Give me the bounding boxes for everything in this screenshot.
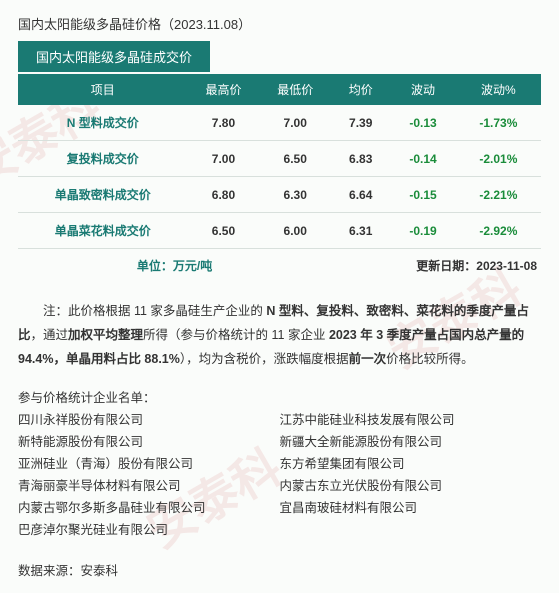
- cell-avg: 7.39: [331, 105, 390, 141]
- cell-pct: -2.92%: [456, 213, 541, 249]
- company-item: 四川永祥股份有限公司: [18, 410, 280, 432]
- cell-high: 6.80: [188, 177, 260, 213]
- note-text: ，通过: [31, 328, 69, 342]
- cell-low: 6.50: [259, 141, 331, 177]
- company-item: 新疆大全新能源股份有限公司: [280, 432, 542, 454]
- cell-pct: -1.73%: [456, 105, 541, 141]
- cell-delta: -0.13: [390, 105, 455, 141]
- col-delta: 波动: [390, 74, 455, 105]
- table-row: 单晶致密料成交价6.806.306.64-0.15-2.21%: [18, 177, 541, 213]
- cell-low: 6.30: [259, 177, 331, 213]
- cell-pct: -2.01%: [456, 141, 541, 177]
- table-row: N 型料成交价7.807.007.39-0.13-1.73%: [18, 105, 541, 141]
- section-subtitle: 国内太阳能级多晶硅成交价: [18, 41, 210, 72]
- cell-delta: -0.19: [390, 213, 455, 249]
- cell-delta: -0.15: [390, 177, 455, 213]
- company-item: 宜昌南玻硅材料有限公司: [280, 498, 542, 520]
- company-list-label: 参与价格统计企业名单：: [18, 387, 541, 406]
- company-item: 东方希望集团有限公司: [280, 454, 542, 476]
- cell-pct: -2.21%: [456, 177, 541, 213]
- col-item: 项目: [18, 74, 188, 105]
- update-label: 更新日期：: [416, 259, 476, 273]
- cell-high: 6.50: [188, 213, 260, 249]
- cell-low: 6.00: [259, 213, 331, 249]
- cell-low: 7.00: [259, 105, 331, 141]
- company-grid: 四川永祥股份有限公司新特能源股份有限公司亚洲硅业（青海）股份有限公司青海丽豪半导…: [18, 410, 541, 541]
- company-item: 江苏中能硅业科技发展有限公司: [280, 410, 542, 432]
- cell-name: N 型料成交价: [18, 105, 188, 141]
- col-pct: 波动%: [456, 74, 541, 105]
- cell-avg: 6.83: [331, 141, 390, 177]
- col-avg: 均价: [331, 74, 390, 105]
- update-value: 2023-11-08: [476, 259, 537, 273]
- table-row: 复投料成交价7.006.506.83-0.14-2.01%: [18, 141, 541, 177]
- col-high: 最高价: [188, 74, 260, 105]
- table-header-row: 项目 最高价 最低价 均价 波动 波动%: [18, 74, 541, 105]
- note-text: 注：此价格根据 11 家多晶硅生产企业的: [43, 304, 266, 318]
- col-low: 最低价: [259, 74, 331, 105]
- company-item: 内蒙古鄂尔多斯多晶硅业有限公司: [18, 498, 280, 520]
- note-bold: 前一次: [349, 352, 387, 366]
- document-body: 国内太阳能级多晶硅价格（2023.11.08） 国内太阳能级多晶硅成交价 项目 …: [0, 0, 559, 593]
- table-row: 单晶菜花料成交价6.506.006.31-0.19-2.92%: [18, 213, 541, 249]
- update-date: 更新日期：2023-11-08: [331, 249, 541, 283]
- price-table: 项目 最高价 最低价 均价 波动 波动% N 型料成交价7.807.007.39…: [18, 74, 541, 282]
- note-text: ），均为含税价，涨跌幅度根据: [180, 352, 349, 366]
- cell-high: 7.00: [188, 141, 260, 177]
- company-item: 新特能源股份有限公司: [18, 432, 280, 454]
- company-col-right: 江苏中能硅业科技发展有限公司新疆大全新能源股份有限公司东方希望集团有限公司内蒙古…: [280, 410, 542, 541]
- cell-avg: 6.31: [331, 213, 390, 249]
- note-bold: 加权平均整理: [68, 328, 143, 342]
- note-text: 所得（参与价格统计的 11 家企业: [143, 328, 329, 342]
- company-item: 巴彦淖尔聚光硅业有限公司: [18, 520, 280, 542]
- company-col-left: 四川永祥股份有限公司新特能源股份有限公司亚洲硅业（青海）股份有限公司青海丽豪半导…: [18, 410, 280, 541]
- page-title: 国内太阳能级多晶硅价格（2023.11.08）: [18, 14, 541, 33]
- cell-delta: -0.14: [390, 141, 455, 177]
- company-item: 亚洲硅业（青海）股份有限公司: [18, 454, 280, 476]
- data-source: 数据来源：安泰科: [18, 560, 541, 579]
- cell-name: 复投料成交价: [18, 141, 188, 177]
- company-item: 内蒙古东立光伏股份有限公司: [280, 476, 542, 498]
- company-item: 青海丽豪半导体材料有限公司: [18, 476, 280, 498]
- note-text: 价格比较所得。: [386, 352, 474, 366]
- table-footer: 单位：万元/吨 更新日期：2023-11-08: [18, 249, 541, 283]
- unit-label: 单位：万元/吨: [18, 249, 331, 283]
- footnote: 注：此价格根据 11 家多晶硅生产企业的 N 型料、复投料、致密料、菜花料的季度…: [18, 300, 541, 371]
- cell-name: 单晶菜花料成交价: [18, 213, 188, 249]
- cell-high: 7.80: [188, 105, 260, 141]
- cell-avg: 6.64: [331, 177, 390, 213]
- cell-name: 单晶致密料成交价: [18, 177, 188, 213]
